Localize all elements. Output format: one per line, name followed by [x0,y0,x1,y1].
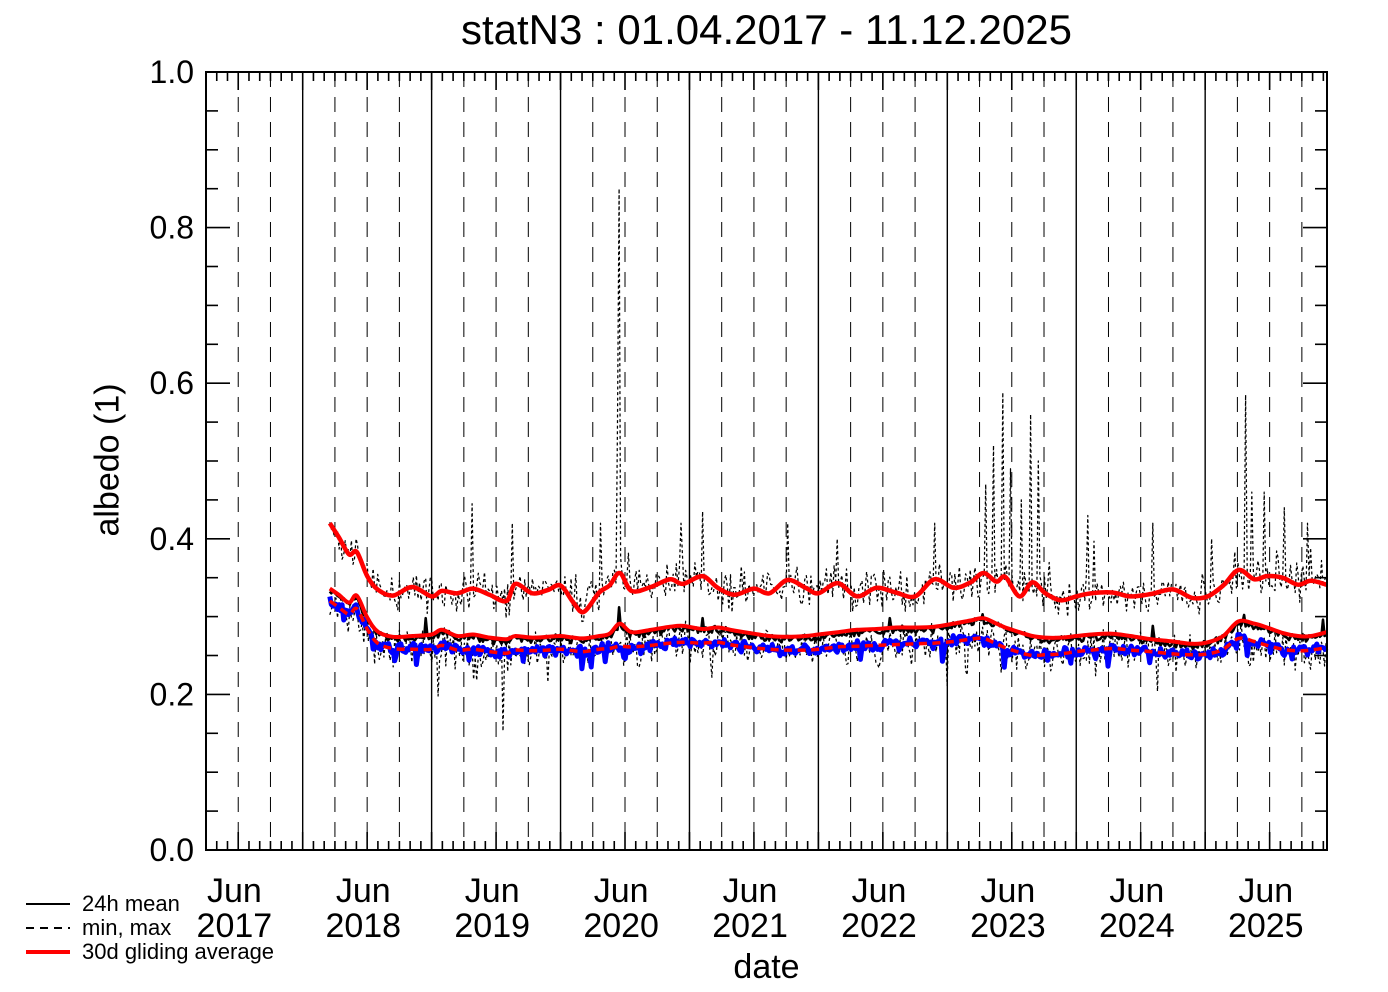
x-tick-year-label: 2019 [454,907,530,945]
legend-label-30d-average: 30d gliding average [82,939,275,964]
x-tick-month-label: Jun [852,872,907,910]
legend-line-solid-black [26,903,70,905]
legend-label-min-max: min, max [82,915,172,940]
y-tick-label: 1.0 [150,54,194,90]
y-tick-label: 0.4 [150,521,194,557]
x-tick-year-label: 2022 [841,907,917,945]
chart-title: statN3 : 01.04.2017 - 11.12.2025 [460,6,1072,53]
x-tick-month-label: Jun [594,872,649,910]
x-tick-year-label: 2025 [1228,907,1304,945]
axes: 0.00.20.40.60.81.0Jun2017Jun2018Jun2019J… [150,54,1328,945]
x-axis-label: date [733,948,800,986]
x-tick-month-label: Jun [980,872,1035,910]
series-30d-gliding-average-of-mean [328,586,1327,646]
legend-line-dashed-black [26,927,70,929]
gridlines [237,72,1303,850]
x-tick-month-label: Jun [1238,872,1293,910]
legend-line-solid-red [26,950,70,954]
x-tick-year-label: 2020 [583,907,659,945]
legend-row-24h-mean: 24h mean [24,891,274,916]
y-tick-label: 0.6 [150,365,194,401]
y-tick-label: 0.8 [150,210,194,246]
x-tick-year-label: 2023 [970,907,1046,945]
data-series [327,188,1329,732]
x-tick-month-label: Jun [1109,872,1164,910]
x-tick-month-label: Jun [723,872,778,910]
x-tick-month-label: Jun [465,872,520,910]
series-daily-max [329,188,1327,623]
x-tick-year-label: 2018 [325,907,401,945]
legend: 24h mean min, max 30d gliding average [24,891,275,964]
x-tick-year-label: 2017 [197,907,273,945]
series-30d-gliding-average-of-max [327,522,1327,615]
x-tick-year-label: 2021 [712,907,788,945]
y-axis-label: albedo (1) [88,383,127,537]
x-tick-month-label: Jun [336,872,391,910]
series-daily-min [329,596,1327,732]
x-tick-year-label: 2024 [1099,907,1175,945]
y-tick-label: 0.2 [150,676,194,712]
legend-row-min-max: min, max [24,915,274,940]
legend-row-30d-average: 30d gliding average [24,939,275,964]
legend-label-24h-mean: 24h mean [82,891,180,916]
x-tick-month-label: Jun [207,872,262,910]
y-tick-label: 0.0 [150,832,194,868]
